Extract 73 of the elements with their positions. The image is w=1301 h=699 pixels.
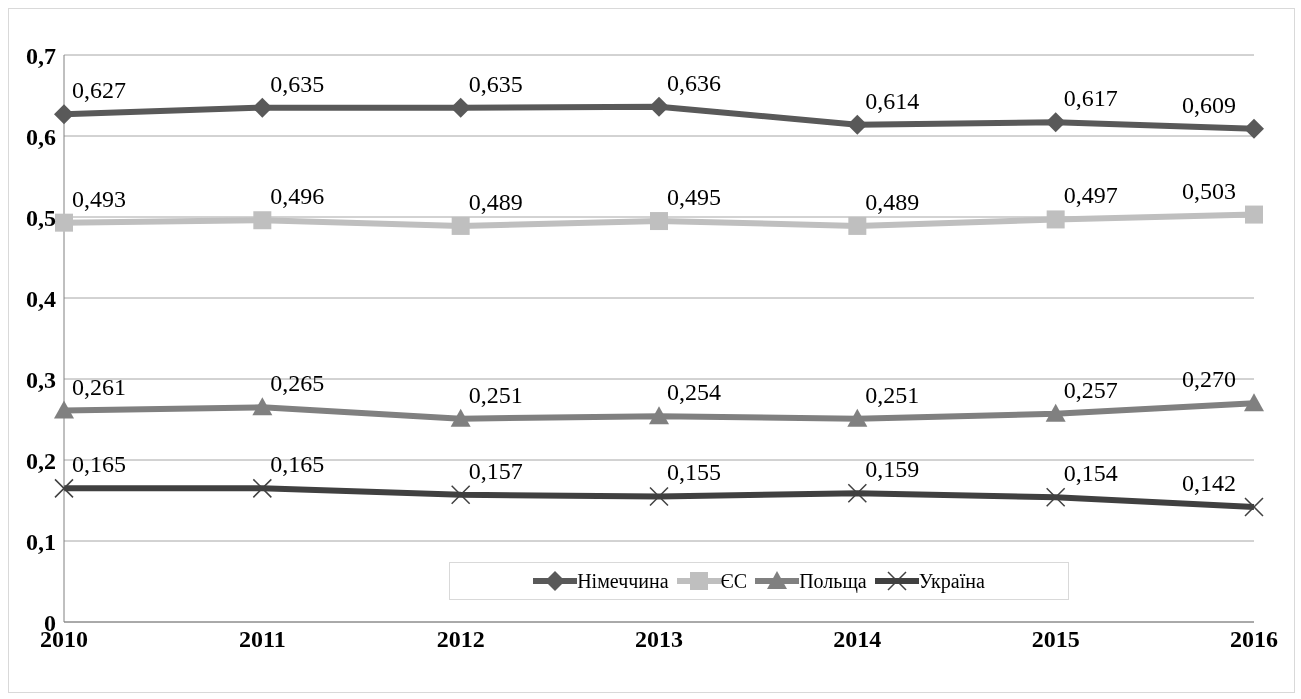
point	[450, 97, 471, 118]
data-label: 0,614	[865, 87, 920, 114]
data-label: 0,270	[1182, 366, 1236, 393]
point	[1045, 487, 1066, 508]
point	[252, 97, 273, 118]
point	[54, 104, 74, 125]
data-label: 0,636	[667, 69, 721, 96]
legend-label: Німеччина	[577, 569, 669, 593]
data-label: 0,165	[270, 451, 325, 478]
data-label: 0,493	[72, 185, 126, 212]
point	[252, 397, 273, 416]
point	[54, 478, 74, 499]
data-label: 0,157	[468, 457, 523, 484]
data-label: 0,265	[270, 370, 325, 397]
data-label: 0,159	[865, 456, 920, 483]
data-label: 0,165	[72, 451, 126, 478]
point	[451, 216, 470, 235]
point	[649, 406, 669, 425]
data-label: 0,617	[1063, 85, 1118, 112]
data-label: 0,635	[468, 70, 523, 97]
data-label: 0,254	[667, 379, 721, 406]
data-label: 0,635	[270, 70, 325, 97]
data-label: 0,497	[1063, 182, 1118, 209]
legend-label: Польща	[799, 569, 867, 593]
point	[450, 408, 471, 427]
data-label: 0,489	[468, 188, 523, 215]
y-tick-label: 0,1	[26, 528, 56, 555]
point	[1045, 403, 1066, 422]
point	[252, 478, 273, 499]
data-label: 0,257	[1063, 376, 1118, 403]
point	[1244, 393, 1264, 412]
y-tick-label: 0,2	[26, 447, 56, 474]
point	[1245, 205, 1263, 224]
point	[650, 212, 668, 231]
legend-label: ЄС	[720, 569, 748, 593]
y-tick-label: 0,5	[26, 204, 56, 231]
point	[649, 486, 669, 507]
data-label: 0,155	[667, 459, 721, 486]
point	[55, 213, 73, 232]
data-label: 0,496	[270, 183, 325, 210]
data-label: 0,609	[1182, 91, 1236, 118]
point	[847, 114, 868, 135]
point	[649, 96, 669, 117]
data-label: 0,251	[865, 381, 920, 408]
point	[848, 216, 867, 235]
x-tick-label: 2011	[238, 626, 286, 653]
y-tick-label: 0,3	[26, 366, 56, 393]
data-label: 0,261	[72, 373, 126, 400]
point	[1045, 112, 1066, 133]
y-tick-label: 0,4	[26, 285, 56, 312]
point	[847, 483, 868, 503]
data-label: 0,142	[1182, 469, 1236, 496]
data-label: 0,503	[1182, 177, 1236, 204]
y-tick-label: 0,7	[26, 42, 56, 69]
legend-label: Україна	[918, 569, 985, 593]
data-label: 0,495	[667, 184, 721, 211]
point	[54, 400, 74, 419]
point	[847, 408, 868, 427]
point	[1046, 210, 1065, 229]
point	[450, 485, 471, 505]
data-label: 0,489	[865, 188, 920, 215]
x-tick-label: 2016	[1230, 626, 1278, 653]
point	[253, 211, 272, 230]
x-tick-label: 2015	[1031, 626, 1080, 653]
data-label: 0,627	[72, 77, 126, 104]
x-tick-label: 2013	[635, 626, 683, 653]
x-tick-label: 2014	[833, 626, 882, 653]
x-tick-label: 2012	[436, 626, 485, 653]
data-label: 0,251	[468, 381, 523, 408]
point	[1244, 497, 1264, 517]
point	[1244, 118, 1264, 139]
data-label: 0,154	[1063, 460, 1118, 487]
y-tick-label: 0,6	[26, 123, 56, 150]
